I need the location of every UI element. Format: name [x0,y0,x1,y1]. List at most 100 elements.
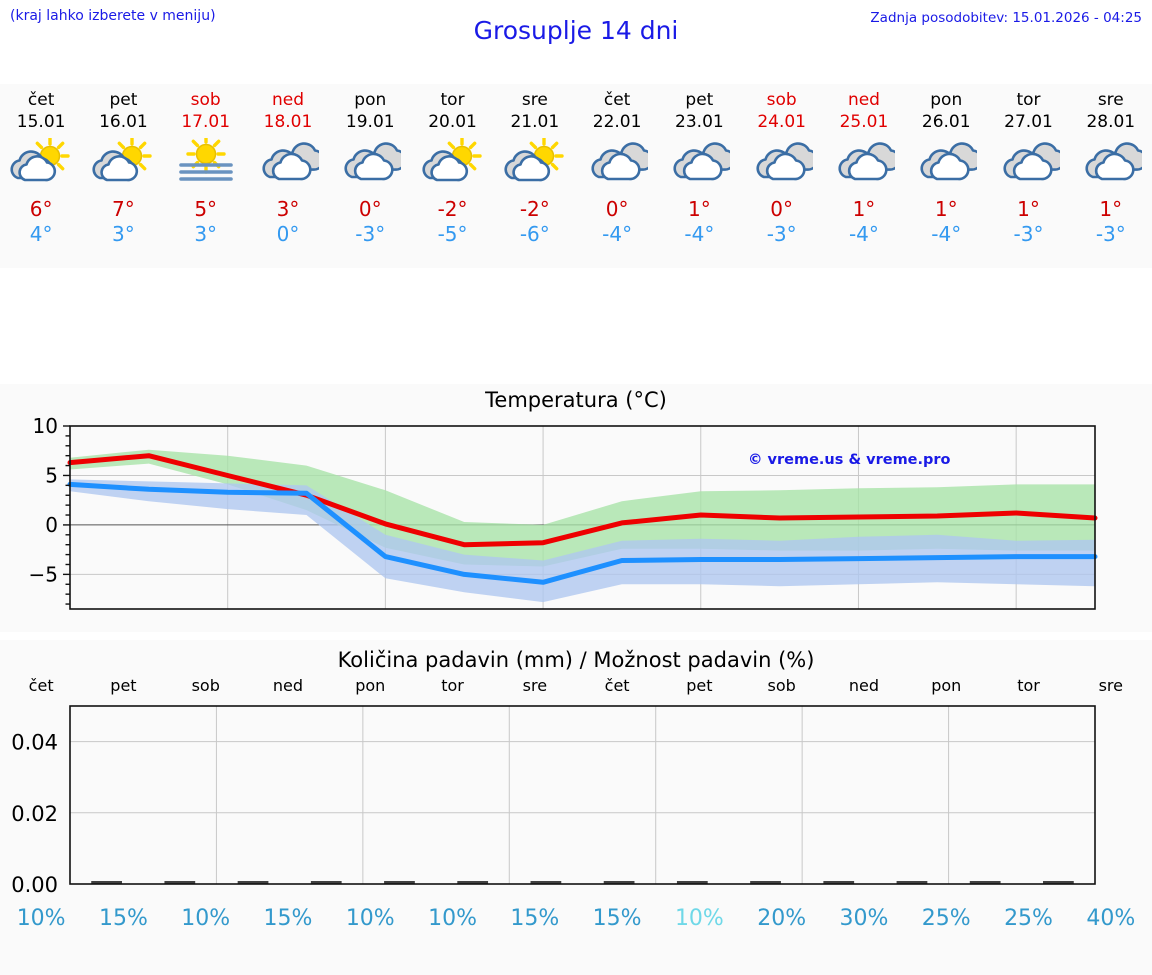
day-name: sre [521,90,548,110]
day-name: pet [685,90,714,110]
cloudy-icon [997,137,1061,185]
plot-frame [69,425,1096,610]
precipitation-probability: 10% [674,905,724,931]
forecast-day-column[interactable]: pon 19.01 0° -3° [329,84,411,268]
day-max-temp: 0° [770,197,794,221]
precipitation-bar [969,881,1001,884]
day-name: pet [109,90,138,110]
precipitation-probability: 10% [16,905,66,931]
y-axis-label: 10 [33,416,58,438]
day-date: 16.01 [99,112,148,132]
precipitation-probability: 15% [510,905,560,931]
precipitation-probability: 15% [98,905,148,931]
day-min-temp: -3° [355,222,386,246]
precipitation-day-label: tor [441,676,464,695]
forecast-day-column[interactable]: pet 23.01 1° -4° [658,84,740,268]
temperature-chart-section: Temperatura (°C) −5 0 5 10 © vreme.us & vre… [0,384,1152,632]
page-title: Grosuplje 14 dni [473,16,679,45]
forecast-day-column[interactable]: sob 24.01 0° -3° [741,84,823,268]
forecast-day-column[interactable]: tor 27.01 1° -3° [987,84,1069,268]
day-max-temp: 1° [688,197,711,221]
day-min-temp: -3° [766,222,797,246]
precipitation-day-label: pon [931,676,962,695]
forecast-day-column[interactable]: sre 28.01 1° -3° [1070,84,1152,268]
sun-with-fog-icon [174,137,238,185]
temperature-line [67,481,1098,585]
y-axis-label: 0.00 [11,873,58,897]
cloudy-icon [256,137,320,185]
day-date: 22.01 [592,112,642,132]
day-max-temp: -2° [519,197,550,221]
precipitation-day-label: sre [1098,676,1123,695]
day-date: 27.01 [1004,112,1053,132]
day-max-temp: 1° [1017,197,1040,221]
day-min-temp: 3° [112,222,135,246]
precipitation-bar [384,881,415,884]
precipitation-day-label: sre [522,676,548,695]
precipitation-probability: 10% [345,905,395,931]
menu-hint-text: (kraj lahko izberete v meniju) [10,8,216,24]
forecast-day-column[interactable]: pon 26.01 1° -4° [905,84,987,268]
forecast-day-column[interactable]: čet 22.01 0° -4° [576,84,658,268]
forecast-day-column[interactable]: ned 25.01 1° -4° [823,84,905,268]
precipitation-day-labels: čet pet sob ned pon tor sre čet pet sob ned pon tor s… [0,676,1152,698]
day-min-temp: -6° [519,222,550,246]
precipitation-probability: 25% [921,905,971,931]
precipitation-bar [164,881,196,884]
forecast-day-column[interactable]: tor 20.01 -2° -5° [411,84,493,268]
forecast-day-column[interactable]: pet 16.01 7° 3° [82,84,164,268]
precipitation-probability: 25% [1004,905,1053,931]
copyright-watermark: © vreme.us & vreme.pro [748,452,951,468]
day-date: 23.01 [675,112,724,132]
precipitation-day-label: ned [272,676,304,695]
precipitation-day-label: tor [1017,676,1040,695]
day-max-temp: 7° [112,197,135,221]
cloudy-icon [832,137,896,185]
day-date: 25.01 [839,112,889,132]
day-max-temp: -2° [437,197,468,221]
cloudy-icon [667,137,731,185]
last-updated-text: Zadnja posodobitev: 15.01.2026 - 04:25 [870,10,1142,26]
day-min-temp: -4° [931,222,962,246]
day-date: 28.01 [1086,112,1136,132]
precipitation-probability: 20% [757,905,807,931]
y-axis-label: 5 [45,463,58,487]
day-name: tor [440,90,465,110]
forecast-days-strip: čet 15.01 6° 4° pet 16.01 7° 3° sob 17.01 5° 3° ned 1… [0,84,1152,268]
precipitation-probability: 30% [839,905,889,931]
precipitation-day-label: sob [191,676,220,695]
day-min-temp: -3° [1013,222,1044,246]
day-date: 24.01 [757,112,806,132]
day-min-temp: -4° [684,222,715,246]
day-max-temp: 1° [852,197,876,221]
precipitation-bar [1043,881,1074,884]
day-name: pon [354,90,387,110]
precipitation-chart-section: Količina padavin (mm) / Možnost padavin … [0,640,1152,975]
precipitation-bar [530,881,562,884]
temperature-chart-title: Temperatura (°C) [485,388,667,412]
precipitation-bar [91,881,122,884]
precipitation-bar [676,881,708,884]
forecast-days-row: čet 15.01 6° 4° pet 16.01 7° 3° sob 17.01 5° 3° ned 1… [0,84,1152,268]
precipitation-day-label: pon [355,676,386,695]
forecast-day-column[interactable]: čet 15.01 6° 4° [0,84,82,268]
precipitation-day-label: pet [686,676,713,695]
day-max-temp: 5° [194,197,218,221]
precipitation-bar [896,881,928,884]
day-name: čet [27,90,55,110]
precipitation-probability-row: 10% 15% 10% 15% 10% 10% 15% 15% 10% 20% 30% 25% 25% 4… [0,898,1152,938]
precipitation-probability: 40% [1086,905,1136,931]
forecast-day-column[interactable]: sre 21.01 -2° -6° [494,84,576,268]
day-max-temp: 1° [1099,197,1123,221]
forecast-day-column[interactable]: ned 18.01 3° 0° [247,84,329,268]
precipitation-probability: 15% [263,905,313,931]
day-min-temp: -5° [437,222,468,246]
day-name: ned [847,90,880,110]
sun-behind-cloud-icon [421,137,485,185]
precipitation-day-label: sob [767,676,796,695]
forecast-day-column[interactable]: sob 17.01 5° 3° [165,84,247,268]
day-min-temp: 4° [29,222,53,246]
day-min-temp: -4° [602,222,633,246]
precipitation-bar [603,881,635,884]
day-min-temp: 0° [276,222,300,246]
